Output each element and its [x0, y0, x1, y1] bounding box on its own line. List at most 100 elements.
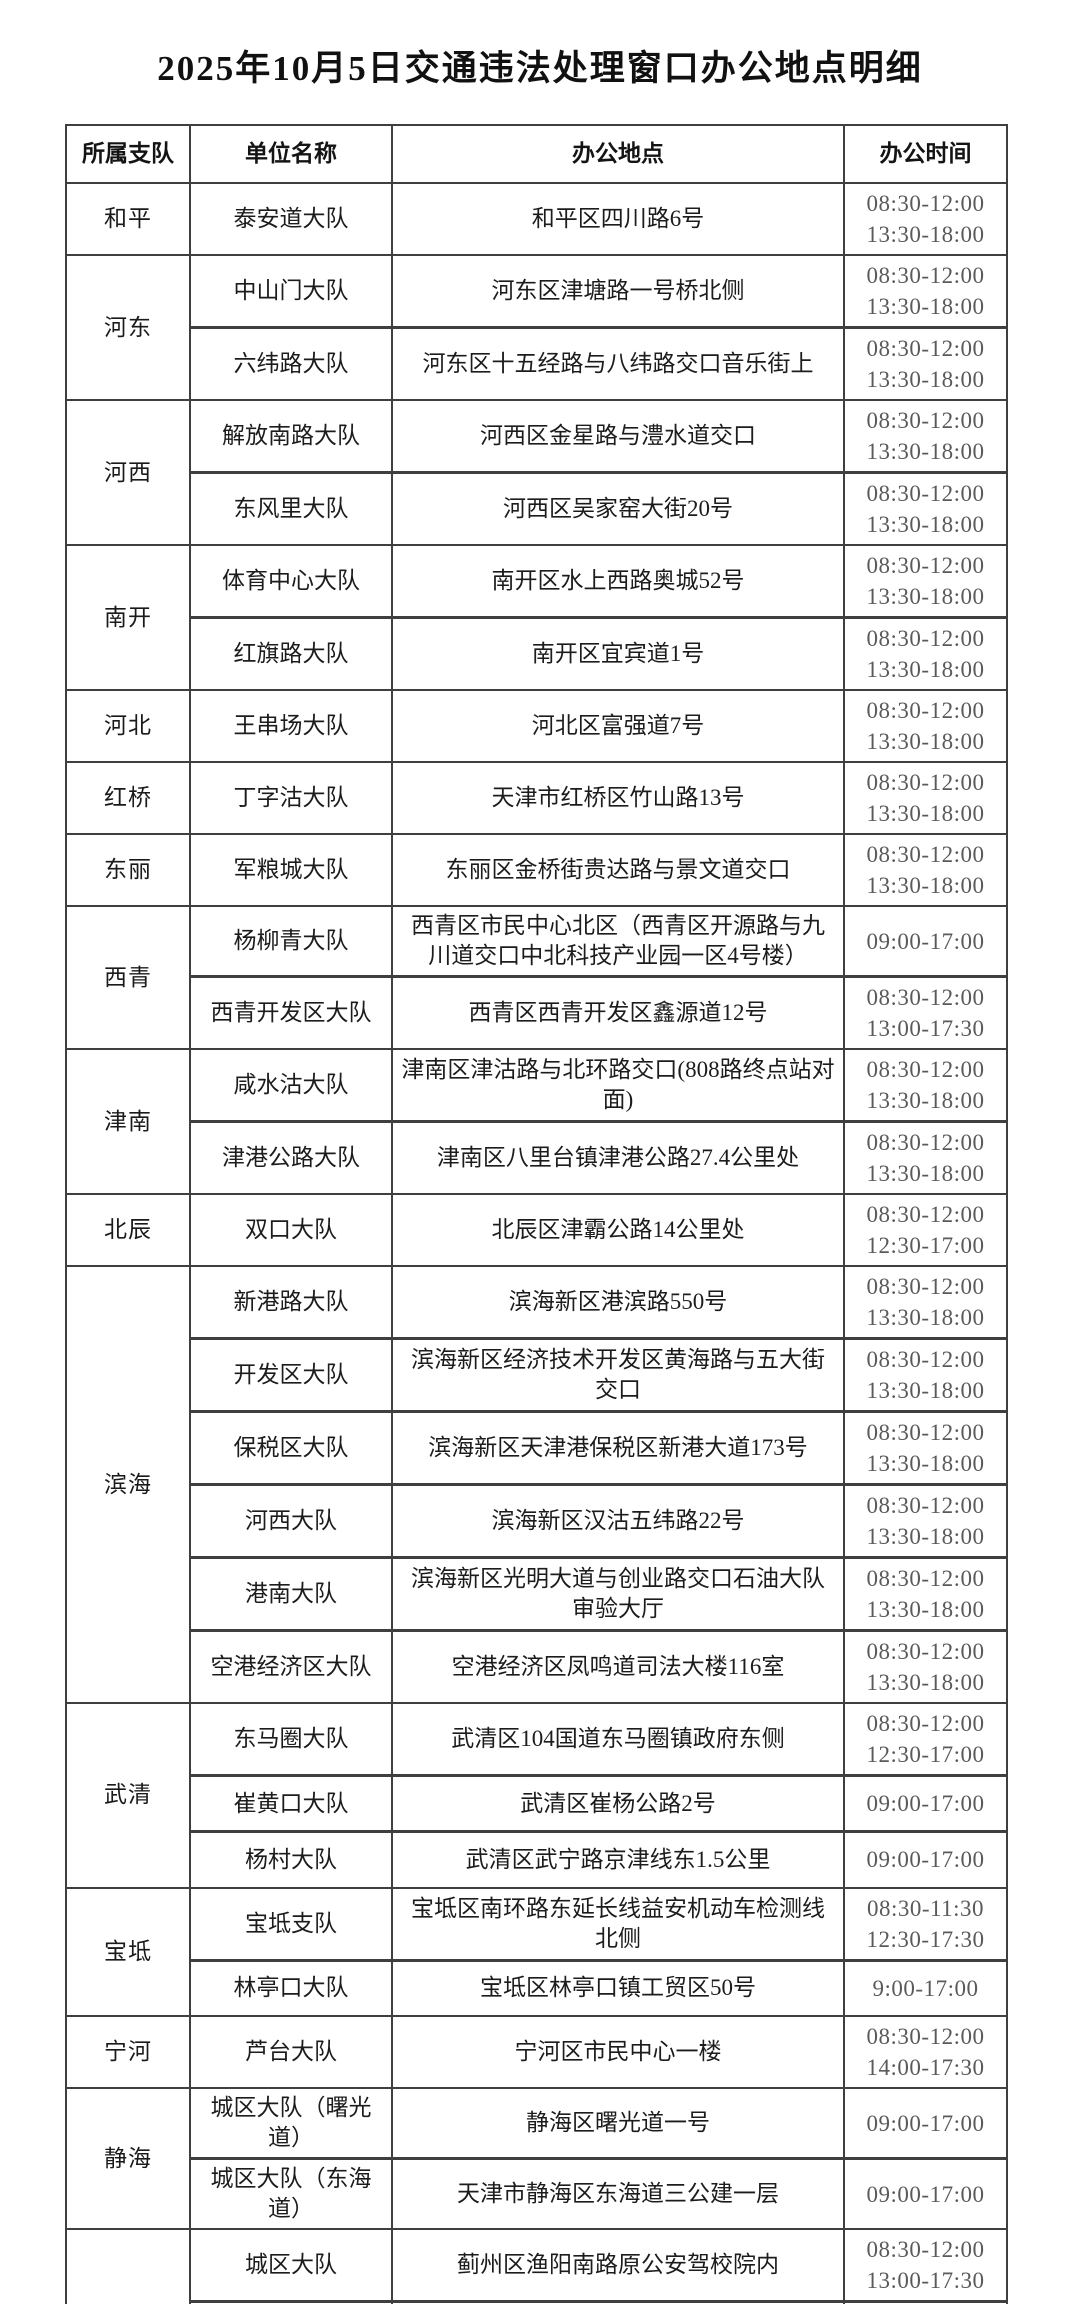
office-hours-line: 12:30-17:00 — [866, 1233, 985, 1258]
header-address: 办公地点 — [391, 124, 845, 184]
office-hours-cell: 08:30-12:00 13:30-18:00 — [843, 1629, 1008, 1704]
office-hours-cell: 08:30-12:00 13:30-18:00 — [843, 326, 1008, 401]
office-locations-table: 所属支队 单位名称 办公地点 办公时间 和平 泰安道大队 和平区四川路6号 08:30… — [65, 124, 1008, 2304]
office-hours-cell: 08:30-11:30 12:30-17:30 — [843, 1886, 1008, 1961]
table-row: 林亭口大队 宝坻区林亭口镇工贸区50号 9:00-17:00 — [66, 1958, 1008, 2017]
table-row: 崔黄口大队 武清区崔杨公路2号 09:00-17:00 — [66, 1774, 1008, 1833]
table-row: 南开 体育中心大队 南开区水上西路奥城52号 08:30-12:00 13:30-18:… — [65, 544, 1008, 691]
office-address-cell: 东丽区金桥街贵达路与景文道交口 — [391, 833, 845, 907]
office-hours-cell: 08:30-12:00 13:30-18:00 — [843, 254, 1008, 329]
office-hours-line: 08:30-12:00 — [866, 1711, 985, 1736]
header-district: 所属支队 — [65, 124, 191, 184]
office-hours-line: 08:30-12:00 — [866, 191, 985, 216]
office-hours-line: 08:30-12:00 — [866, 985, 985, 1010]
unit-name-cell: 崔黄口大队 — [189, 1774, 393, 1833]
unit-name-cell: 津港公路大队 — [189, 1120, 393, 1195]
page-title: 2025年10月5日交通违法处理窗口办公地点明细 — [157, 49, 923, 88]
office-hours-line: 08:30-12:00 — [866, 1493, 985, 1518]
table-row: 津南 咸水沽大队 津南区津沽路与北环路交口(808路终点站对面) 08:30-12:0… — [65, 1048, 1008, 1195]
unit-name-cell: 体育中心大队 — [189, 544, 393, 619]
table-row: 空港经济区大队 空港经济区凤鸣道司法大楼116室 08:30-12:00 13:30-… — [66, 1629, 1008, 1704]
office-hours-line: 08:30-12:00 — [866, 2024, 985, 2049]
table-row: 东风里大队 河西区吴家窑大街20号 08:30-12:00 13:30-18:00 — [66, 471, 1008, 546]
office-hours-line: 12:30-17:00 — [866, 1742, 985, 1767]
unit-name-cell: 解放南路大队 — [189, 399, 393, 474]
district-cell: 津南 — [65, 1048, 191, 1195]
office-address-cell: 津南区津沽路与北环路交口(808路终点站对面) — [391, 1048, 845, 1123]
office-hours-line: 08:30-12:00 — [866, 1130, 985, 1155]
office-address-cell: 滨海新区经济技术开发区黄海路与五大街交口 — [391, 1337, 845, 1413]
office-hours-line: 13:30-18:00 — [866, 222, 985, 247]
office-hours-line: 08:30-12:00 — [866, 553, 985, 578]
unit-name-cell: 港南大队 — [189, 1556, 393, 1632]
office-hours-cell: 08:30-12:00 13:30-18:00 — [843, 544, 1008, 619]
office-hours-line: 14:00-17:30 — [866, 2055, 985, 2080]
unit-name-cell: 王串场大队 — [189, 689, 393, 763]
office-hours-line: 08:30-12:00 — [866, 2237, 985, 2262]
office-hours-line: 13:30-18:00 — [866, 1524, 985, 1549]
office-hours-cell: 08:30-12:00 13:30-18:00 — [843, 399, 1008, 474]
office-address-cell: 津南区八里台镇津港公路27.4公里处 — [391, 1120, 845, 1195]
office-address-cell: 蓟州区渔阳南路原公安驾校院内 — [391, 2228, 845, 2303]
office-hours-line: 13:30-18:00 — [866, 1305, 985, 1330]
office-address-cell: 静海区曙光道一号 — [391, 2087, 845, 2160]
unit-name-cell: 城区大队（曙光道） — [189, 2087, 393, 2160]
office-hours-cell: 08:30-12:00 14:00-17:30 — [843, 2015, 1008, 2089]
office-hours-line: 13:30-18:00 — [866, 367, 985, 392]
office-address-cell: 河北区富强道7号 — [391, 689, 845, 763]
office-hours-line: 09:00-17:00 — [866, 1791, 985, 1816]
office-address-cell: 北辰区津霸公路14公里处 — [391, 1193, 845, 1267]
office-hours-line: 08:30-12:00 — [866, 481, 985, 506]
office-hours-line: 08:30-12:00 — [866, 1347, 985, 1372]
unit-name-cell: 西青开发区大队 — [189, 975, 393, 1050]
office-address-cell: 空港经济区凤鸣道司法大楼116室 — [391, 1629, 845, 1704]
office-address-cell: 河西区金星路与澧水道交口 — [391, 399, 845, 474]
unit-name-cell: 红旗路大队 — [189, 616, 393, 691]
district-cell: 和平 — [65, 182, 191, 256]
office-hours-cell: 08:30-12:00 13:30-18:00 — [843, 1337, 1008, 1413]
office-address-cell: 南开区宜宾道1号 — [391, 616, 845, 691]
office-hours-line: 13:30-18:00 — [866, 512, 985, 537]
office-hours-line: 13:30-18:00 — [866, 1670, 985, 1695]
office-address-cell: 武清区崔杨公路2号 — [391, 1774, 845, 1833]
district-cell: 东丽 — [65, 833, 191, 907]
table-row: 港南大队 滨海新区光明大道与创业路交口石油大队审验大厅 08:30-12:00 13:… — [66, 1556, 1008, 1632]
office-address-cell: 西青区西青开发区鑫源道12号 — [391, 975, 845, 1050]
table-row: 东丽 军粮城大队 东丽区金桥街贵达路与景文道交口 08:30-12:00 13:30-1… — [65, 833, 1008, 907]
office-hours-line: 09:00-17:00 — [866, 2110, 985, 2136]
office-hours-line: 09:00-17:00 — [866, 2181, 985, 2207]
unit-name-cell: 杨柳青大队 — [189, 905, 393, 978]
office-hours-line: 13:30-18:00 — [866, 439, 985, 464]
office-address-cell: 滨海新区天津港保税区新港大道173号 — [391, 1410, 845, 1486]
office-address-cell: 宁河区市民中心一楼 — [391, 2015, 845, 2089]
office-hours-line: 08:30-12:00 — [866, 263, 985, 288]
office-hours-line: 08:30-12:00 — [866, 1420, 985, 1445]
office-hours-cell: 08:30-12:00 13:30-18:00 — [843, 1048, 1008, 1123]
office-hours-line: 13:30-18:00 — [866, 294, 985, 319]
unit-name-cell: 城区大队（东海道） — [189, 2157, 393, 2230]
table-row: 武清 东马圈大队 武清区104国道东马圈镇政府东侧 08:30-12:00 12:30-… — [65, 1702, 1008, 1889]
office-hours-cell: 09:00-17:00 — [843, 1774, 1008, 1833]
office-address-cell: 宝坻区林亭口镇工贸区50号 — [391, 1958, 845, 2017]
table-row: 宁河 芦台大队 宁河区市民中心一楼 08:30-12:00 14:00-17:30 — [65, 2015, 1008, 2089]
office-address-cell: 河东区十五经路与八纬路交口音乐街上 — [391, 326, 845, 401]
office-hours-line: 13:30-18:00 — [866, 1161, 985, 1186]
district-cell: 河北 — [65, 689, 191, 763]
table-row: 城区大队（东海道） 天津市静海区东海道三公建一层 09:00-17:00 — [66, 2157, 1008, 2230]
district-cell: 武清 — [65, 1702, 191, 1889]
unit-name-cell: 开发区大队 — [189, 1337, 393, 1413]
office-hours-line: 08:30-12:00 — [866, 408, 985, 433]
office-address-cell: 河东区津塘路一号桥北侧 — [391, 254, 845, 329]
unit-name-cell: 杨村大队 — [189, 1830, 393, 1889]
office-hours-cell: 09:00-17:00 — [843, 1830, 1008, 1889]
table-row: 静海 城区大队（曙光道） 静海区曙光道一号 09:00-17:00 — [65, 2087, 1008, 2230]
office-hours-line: 13:30-18:00 — [866, 584, 985, 609]
office-address-cell: 滨海新区港滨路550号 — [391, 1265, 845, 1340]
unit-name-cell: 保税区大队 — [189, 1410, 393, 1486]
district-cell: 西青 — [65, 905, 191, 1050]
unit-name-cell: 泰安道大队 — [189, 182, 393, 256]
unit-name-cell: 河西大队 — [189, 1483, 393, 1559]
district-cell: 宁河 — [65, 2015, 191, 2089]
district-cell: 河东 — [65, 254, 191, 401]
